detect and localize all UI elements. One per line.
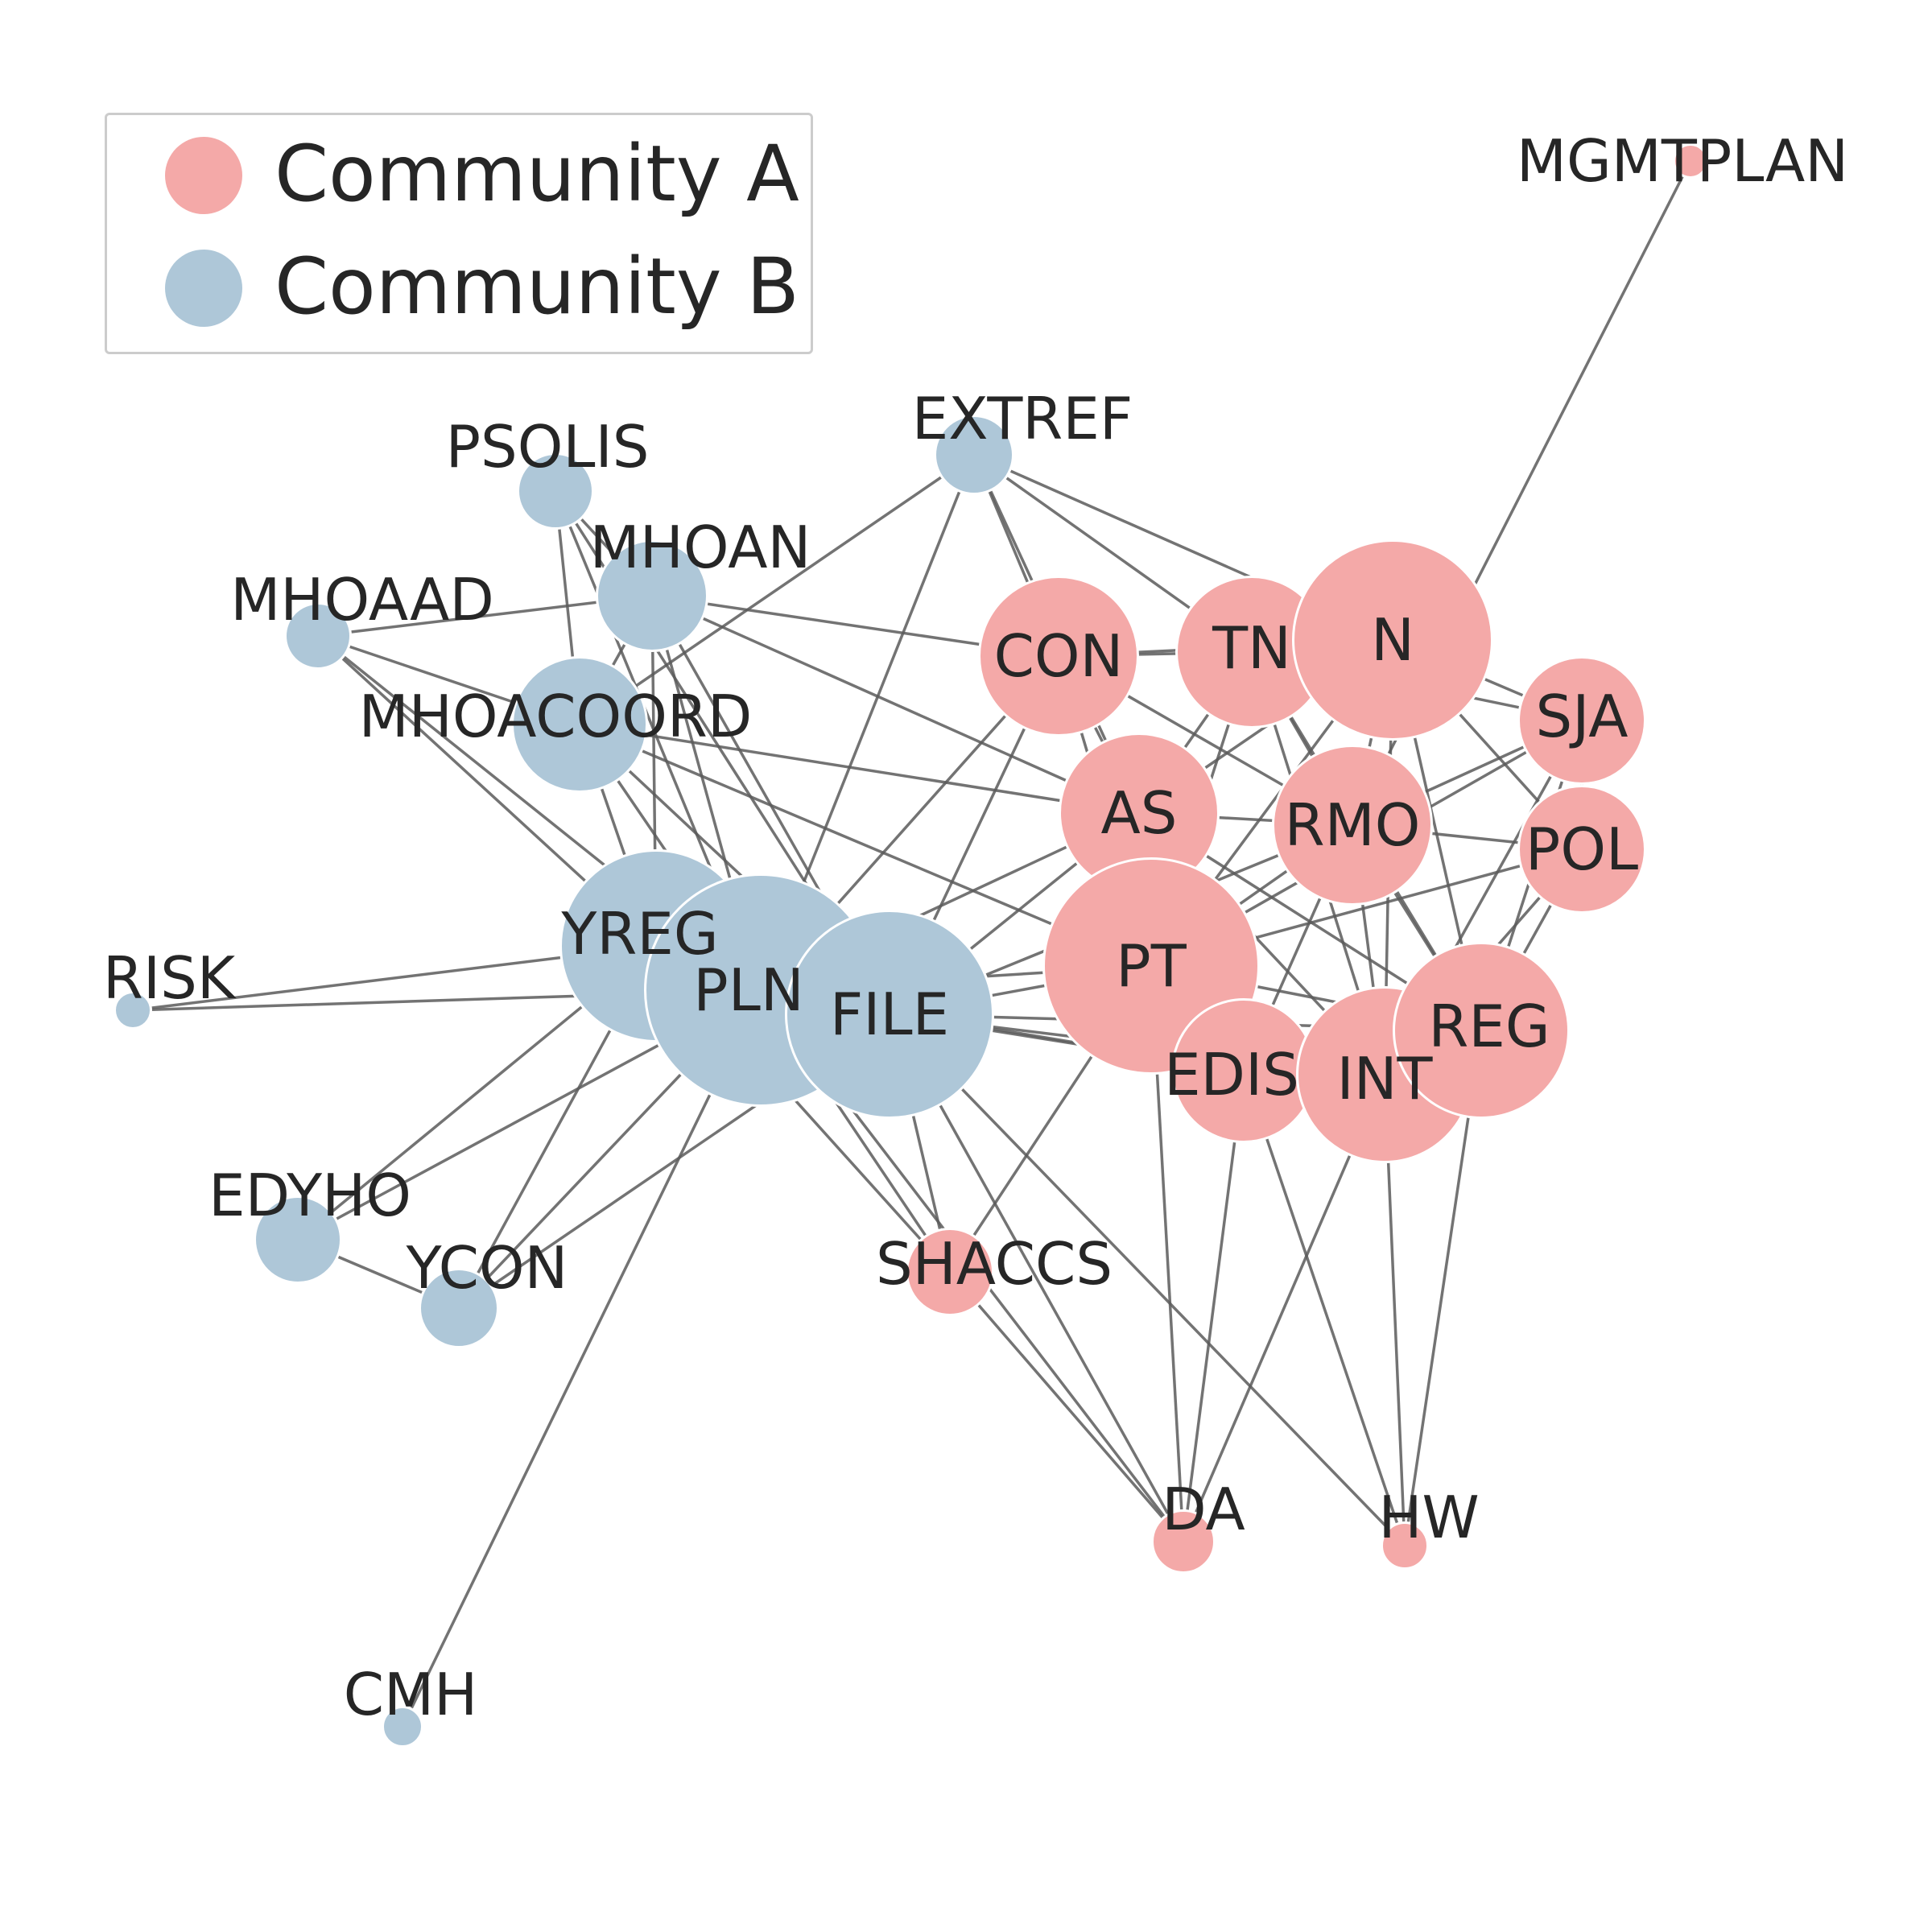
network-canvas: MGMTPLAN EXTREF PSOLIS MHOAN MHOAAD MHOACOORD… <box>0 0 1932 1932</box>
node-label: PLN <box>693 956 803 1024</box>
node-label: AS <box>1101 779 1178 847</box>
node-label: POL <box>1525 815 1638 883</box>
node-label: HW <box>1378 1484 1479 1551</box>
node-label: PSOLIS <box>446 413 650 481</box>
node-label: PT <box>1116 932 1186 1000</box>
node-label: RISK <box>103 944 235 1012</box>
node-label: CMH <box>344 1661 478 1728</box>
node-label: SJA <box>1536 683 1629 750</box>
edge <box>402 990 761 1727</box>
node-label: N <box>1371 606 1414 674</box>
node-label: INT <box>1336 1045 1432 1113</box>
node-label: EDIS <box>1164 1041 1299 1108</box>
legend-swatch <box>165 137 242 214</box>
legend-swatch <box>165 250 242 327</box>
edge <box>950 1272 1183 1542</box>
node-label: TN <box>1212 614 1291 682</box>
node-label: MHOAAD <box>230 566 494 634</box>
node-label: REG <box>1428 993 1550 1060</box>
node-label: CON <box>994 622 1124 690</box>
node-label: MHOAN <box>590 514 811 581</box>
node-label: EXTREF <box>912 385 1133 452</box>
node-label: DA <box>1162 1476 1245 1543</box>
node-label: YCON <box>407 1234 568 1302</box>
legend-label: Community B <box>275 242 799 332</box>
node-label: MHOACOORD <box>359 683 753 750</box>
node-label: RMO <box>1285 791 1421 859</box>
node-label: MGMTPLAN <box>1517 127 1848 195</box>
node-label: EDYHO <box>208 1162 411 1229</box>
node-label: SHACCS <box>876 1230 1113 1298</box>
legend: Community A Community B <box>105 113 813 354</box>
legend-label: Community A <box>275 129 799 219</box>
node-label: FILE <box>830 980 949 1048</box>
